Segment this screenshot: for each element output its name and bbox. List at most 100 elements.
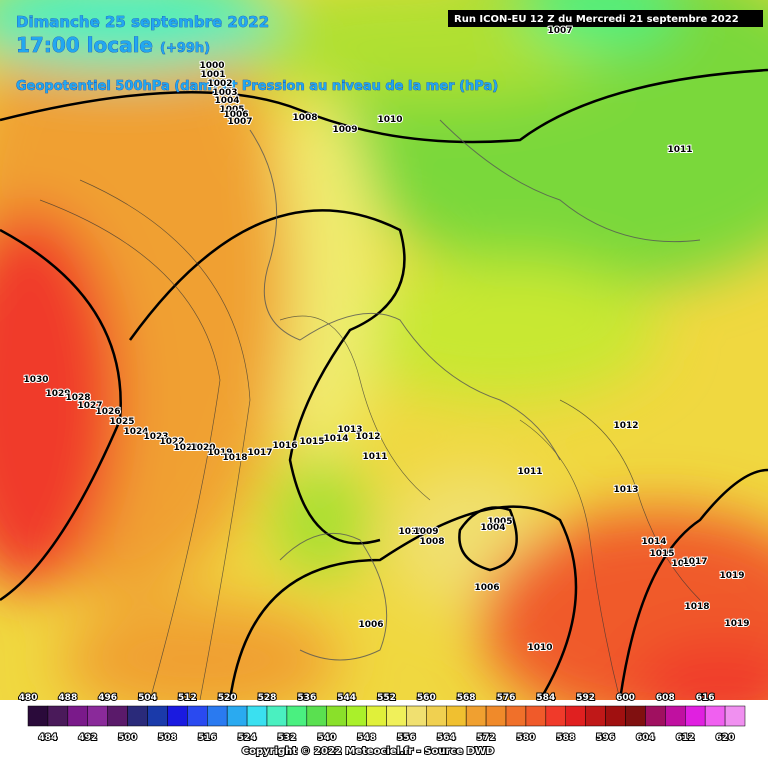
scale-label: 560 [417,693,436,703]
isobar-label: 1010 [398,527,423,537]
scale-label: 532 [278,733,297,743]
scale-label: 496 [98,693,117,703]
isobar-label: 1006 [358,620,383,630]
scale-box [187,705,208,727]
isobar-label: 1010 [377,115,402,125]
isobar-label: 1019 [719,571,744,581]
isobar-label: 1002 [207,79,232,89]
isobar-label: 1020 [190,443,215,453]
scale-label: 508 [158,733,177,743]
scale-box [207,705,228,727]
scale-box [246,705,268,727]
isobar-label: 1005 [487,517,512,527]
isobar-label: 1017 [247,448,272,458]
scale-label: 564 [437,733,456,743]
scale-box [645,705,666,727]
scale-box [306,705,328,727]
scale-label: 516 [198,733,217,743]
scale-label: 540 [317,733,336,743]
copyright: Copyright © 2022 Meteociel.fr - Source D… [242,746,494,757]
isobar-label: 1025 [109,417,134,427]
isobar-label: 1015 [299,437,324,447]
scale-box [346,705,367,727]
scale-box [565,705,586,727]
scale-box [446,705,467,727]
isobar-label: 1019 [207,448,232,458]
scale-label: 620 [716,733,735,743]
scale-box [724,705,746,727]
scale-box [87,705,108,727]
scale-box [107,705,128,727]
isobar-label: 1008 [419,537,444,547]
scale-box [426,705,447,727]
scale-label: 596 [596,733,615,743]
isobar-label: 1007 [547,26,572,36]
isobar-label: 1005 [219,105,244,115]
isobar-label: 1014 [641,537,666,547]
isobar-label: 1004 [214,96,239,106]
scale-label: 600 [616,693,635,703]
isobar-label: 1019 [724,619,749,629]
scale-box [286,705,308,727]
isobar-label: 1028 [65,393,90,403]
scale-box [127,705,148,727]
isobar-label: 1011 [517,467,542,477]
scale-label: 612 [676,733,695,743]
isobar-label: 1014 [323,434,348,444]
isobar-label: 1015 [649,549,674,559]
map-field [0,0,768,740]
scale-box [505,705,527,727]
scale-label: 544 [337,693,356,703]
isobar-label: 1011 [362,452,387,462]
isobar-label: 1009 [413,527,438,537]
run-box [448,10,763,27]
scale-label: 592 [576,693,595,703]
run-info: Run ICON-EU 12 Z du Mercredi 21 septembr… [454,14,739,25]
isobar-label: 1009 [332,125,357,135]
color-scale: 480 484 488 492 496 500 504 508 512 516 520 524 528 5… [18,692,746,744]
isobar-label: 1024 [123,427,148,437]
isobar-label: 1026 [95,407,120,417]
scale-label: 492 [78,733,97,743]
scale-box [525,705,547,727]
scale-label: 520 [218,693,237,703]
scale-box [465,705,487,727]
scale-label: 568 [457,693,476,703]
scale-box [704,705,726,727]
isobar-label: 1012 [613,421,638,431]
isobar-label: 1016 [671,559,696,569]
date-title: Dimanche 25 septembre 2022 [16,13,269,31]
scale-box [326,705,347,727]
isobar-label: 1023 [143,432,168,442]
scale-label: 512 [178,693,197,703]
scale-box [625,705,646,727]
scale-box [605,705,626,727]
scale-label: 536 [297,693,316,703]
scale-label: 588 [556,733,575,743]
isobar-label: 1018 [684,602,709,612]
isobar-label: 1008 [292,113,317,123]
scale-label: 488 [58,693,77,703]
isobar-label: 1021 [173,443,198,453]
time-title: 17:00 locale [16,33,153,57]
isobar-label: 1007 [227,117,252,127]
scale-label: 528 [258,693,277,703]
isobar-label: 1030 [23,375,48,385]
scale-box [67,705,89,727]
lead-time: (+99h) [160,41,210,56]
isobar-label: 1003 [212,88,237,98]
scale-box [167,705,188,727]
scale-box [27,705,49,727]
isobar-label: 1013 [613,485,638,495]
scale-label: 572 [477,733,496,743]
scale-label: 548 [357,733,376,743]
scale-label: 584 [536,693,555,703]
isobar-label: 1006 [474,583,499,593]
scale-label: 552 [377,693,396,703]
isobar-label: 1010 [527,643,552,653]
scale-box [47,705,69,727]
scale-box [266,705,288,727]
isobar-label: 1012 [355,432,380,442]
isobar-label: 1022 [159,437,184,447]
